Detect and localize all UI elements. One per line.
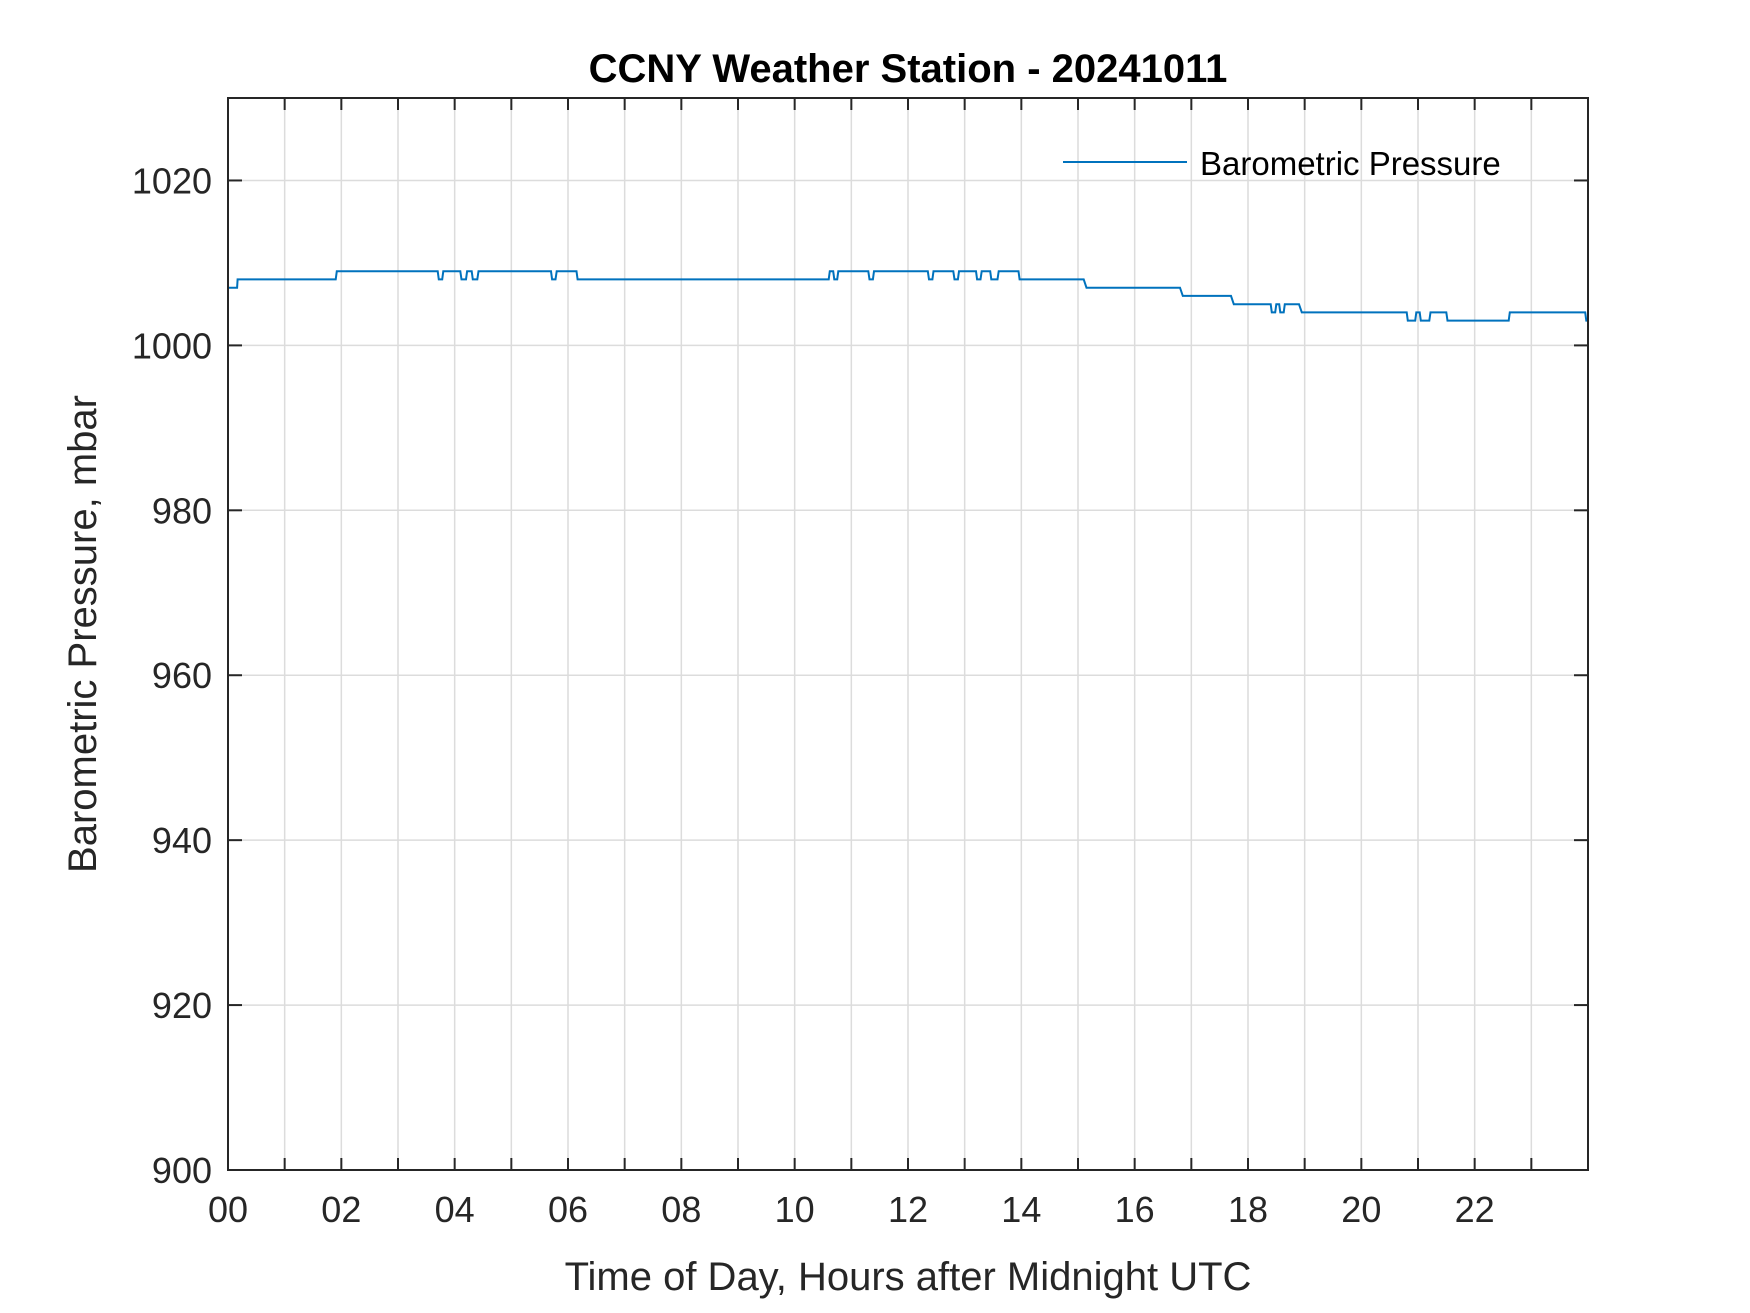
x-tick-label: 18 xyxy=(1228,1189,1268,1230)
y-tick-label: 920 xyxy=(152,985,212,1026)
plot-border xyxy=(227,97,1589,1171)
legend-label: Barometric Pressure xyxy=(1200,145,1501,182)
x-tick-label: 12 xyxy=(888,1189,928,1230)
tick-marks xyxy=(228,98,1588,1171)
y-tick-label: 960 xyxy=(152,655,212,696)
x-tick-label: 06 xyxy=(548,1189,588,1230)
x-axis-label: Time of Day, Hours after Midnight UTC xyxy=(565,1255,1252,1299)
x-tick-label: 02 xyxy=(321,1189,361,1230)
y-tick-label: 900 xyxy=(152,1150,212,1191)
legend: Barometric Pressure xyxy=(1063,145,1501,182)
y-tick-label: 1020 xyxy=(132,160,212,201)
x-tick-label: 14 xyxy=(1001,1189,1041,1230)
grid-lines xyxy=(228,98,1588,1170)
y-tick-labels: 900 920 940 960 980 1000 1020 xyxy=(132,160,212,1191)
x-tick-label: 16 xyxy=(1115,1189,1155,1230)
y-axis-label: Barometric Pressure, mbar xyxy=(61,395,105,873)
x-tick-label: 20 xyxy=(1341,1189,1381,1230)
x-tick-labels: 00 02 04 06 08 10 12 14 16 18 20 22 xyxy=(208,1189,1495,1230)
x-tick-label: 10 xyxy=(775,1189,815,1230)
x-tick-label: 04 xyxy=(435,1189,475,1230)
series-layer xyxy=(228,270,1588,322)
chart-title: CCNY Weather Station - 20241011 xyxy=(589,47,1228,91)
y-tick-label: 940 xyxy=(152,820,212,861)
y-tick-label: 980 xyxy=(152,490,212,531)
series-line xyxy=(228,270,1588,322)
x-tick-label: 22 xyxy=(1455,1189,1495,1230)
x-tick-label: 08 xyxy=(661,1189,701,1230)
y-tick-label: 1000 xyxy=(132,325,212,366)
x-tick-label: 00 xyxy=(208,1189,248,1230)
